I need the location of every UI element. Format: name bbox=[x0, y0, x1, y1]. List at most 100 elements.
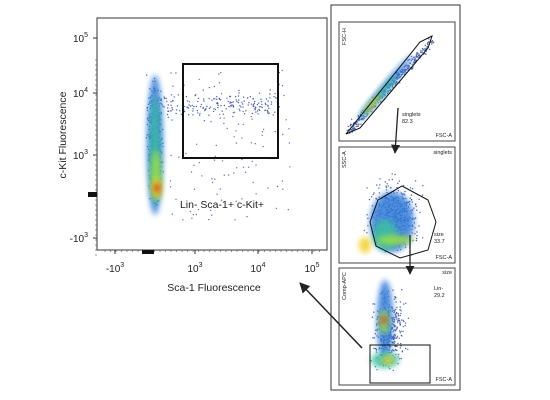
event-dot bbox=[352, 128, 355, 130]
event-dot bbox=[412, 56, 415, 59]
event-dot bbox=[220, 72, 222, 74]
event-dot bbox=[394, 317, 396, 319]
tick-base: 10 bbox=[73, 34, 85, 45]
event-dot bbox=[407, 65, 409, 67]
event-dot bbox=[363, 117, 365, 120]
event-dot bbox=[255, 193, 257, 195]
event-dot bbox=[392, 289, 394, 291]
event-dot bbox=[218, 98, 221, 100]
event-dot bbox=[396, 349, 398, 352]
event-dot bbox=[372, 303, 374, 305]
event-dot bbox=[264, 102, 267, 105]
event-dot bbox=[191, 104, 193, 107]
event-dot bbox=[231, 104, 233, 106]
event-dot bbox=[399, 82, 401, 84]
gate-value: 33.7 bbox=[434, 239, 445, 245]
event-dot bbox=[386, 183, 388, 185]
event-dot bbox=[400, 75, 402, 78]
event-dot bbox=[418, 225, 420, 227]
tick-label: -103 bbox=[106, 262, 124, 275]
event-dot bbox=[399, 322, 401, 325]
event-dot bbox=[172, 99, 174, 102]
event-dot bbox=[202, 89, 204, 91]
panel-y-label: FSC-H bbox=[342, 28, 348, 45]
event-dot bbox=[240, 106, 242, 108]
event-dot bbox=[170, 94, 173, 96]
event-dot bbox=[199, 106, 202, 108]
event-dot bbox=[197, 209, 200, 211]
tick-exponent: 3 bbox=[84, 149, 88, 156]
event-dot bbox=[376, 335, 378, 337]
event-dot bbox=[196, 143, 198, 145]
event-dot bbox=[249, 96, 252, 98]
event-dot bbox=[219, 113, 221, 116]
event-dot bbox=[261, 131, 264, 133]
event-dot bbox=[288, 142, 291, 144]
y-axis-label: c-Kit Fluorescence bbox=[57, 91, 69, 178]
event-dot bbox=[395, 308, 397, 311]
event-dot bbox=[421, 50, 423, 52]
event-dot bbox=[397, 312, 399, 315]
event-dot bbox=[235, 99, 237, 101]
event-dot bbox=[397, 189, 400, 192]
event-dot bbox=[397, 182, 399, 184]
event-dot bbox=[409, 200, 411, 203]
event-dot bbox=[242, 123, 244, 126]
event-dot bbox=[400, 357, 402, 360]
event-dot bbox=[358, 123, 360, 126]
event-dot bbox=[171, 119, 173, 121]
event-dot bbox=[431, 40, 434, 42]
event-dot bbox=[170, 104, 172, 107]
event-dot bbox=[399, 347, 401, 349]
event-dot bbox=[146, 74, 148, 76]
event-dot bbox=[175, 112, 177, 115]
event-dot bbox=[401, 289, 403, 291]
event-dot bbox=[267, 112, 269, 115]
tick-label: 105 bbox=[73, 32, 88, 45]
event-dot bbox=[251, 112, 254, 115]
event-dot bbox=[399, 324, 401, 326]
event-dot bbox=[267, 187, 269, 189]
event-dot bbox=[413, 218, 415, 220]
event-dot bbox=[203, 100, 205, 102]
event-dot bbox=[413, 222, 416, 224]
event-dot bbox=[404, 325, 406, 327]
event-dot bbox=[246, 215, 248, 218]
event-dot bbox=[146, 107, 148, 109]
event-dot bbox=[170, 154, 172, 157]
event-dot bbox=[402, 319, 404, 321]
event-dot bbox=[397, 353, 400, 356]
event-dot bbox=[162, 105, 164, 107]
event-dot bbox=[373, 192, 375, 194]
event-dot bbox=[405, 302, 407, 304]
event-dot bbox=[260, 106, 262, 108]
panel-frame bbox=[338, 267, 456, 386]
event-dot bbox=[395, 312, 398, 314]
event-dot bbox=[210, 121, 212, 123]
event-dot bbox=[350, 123, 352, 126]
event-dot bbox=[179, 110, 181, 112]
event-dot bbox=[225, 108, 227, 110]
event-dot bbox=[366, 114, 369, 116]
event-dot bbox=[269, 89, 271, 91]
event-dot bbox=[175, 72, 177, 74]
tick-label: 105 bbox=[304, 262, 319, 275]
event-dot bbox=[362, 119, 364, 121]
tick-exponent: 5 bbox=[316, 262, 320, 269]
event-dot bbox=[399, 76, 401, 79]
event-dot bbox=[393, 298, 396, 300]
event-dot bbox=[427, 41, 429, 44]
event-dot bbox=[421, 194, 424, 196]
event-dot bbox=[235, 142, 238, 144]
event-dot bbox=[195, 105, 198, 108]
event-dot bbox=[379, 178, 381, 180]
event-dot bbox=[195, 94, 197, 96]
event-dot bbox=[371, 205, 374, 207]
event-dot bbox=[264, 109, 266, 112]
event-dot bbox=[372, 193, 374, 196]
event-dot bbox=[350, 129, 352, 131]
event-dot bbox=[216, 96, 218, 98]
event-dot bbox=[239, 105, 241, 107]
event-dot bbox=[198, 78, 200, 81]
event-dot bbox=[223, 174, 225, 176]
